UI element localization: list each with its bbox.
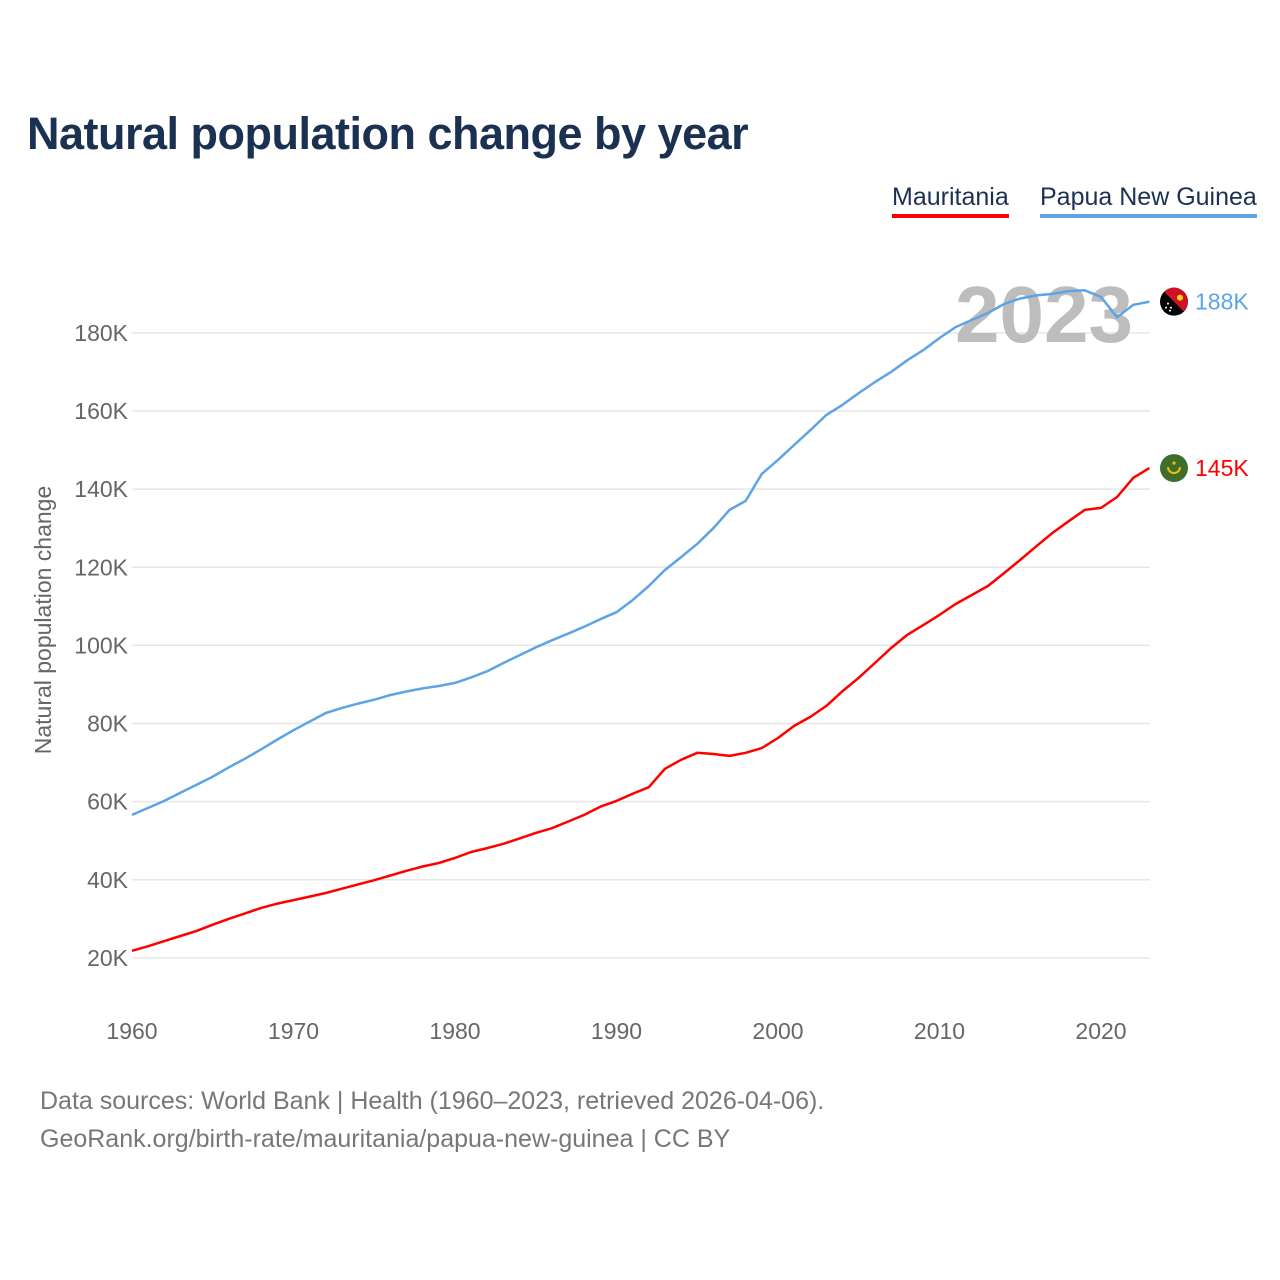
- x-tick-label: 1990: [591, 1018, 642, 1044]
- x-tick-label: 1960: [106, 1018, 157, 1044]
- x-tick-label: 2000: [752, 1018, 803, 1044]
- flag-star: [1169, 309, 1171, 312]
- y-tick-label: 120K: [74, 554, 128, 580]
- flag-star: [1167, 302, 1169, 305]
- flag-star: [1170, 306, 1172, 309]
- flag-star: [1165, 306, 1167, 309]
- chart-title: Natural population change by year: [27, 108, 749, 159]
- x-tick-label: 1980: [429, 1018, 480, 1044]
- series-line-papua-new-guinea: [131, 289, 1150, 817]
- flag-bird: [1177, 294, 1183, 301]
- y-tick-label: 160K: [74, 398, 128, 424]
- flag-crescent: [1167, 466, 1181, 475]
- x-tick-label: 2010: [914, 1018, 965, 1044]
- flag-red-half: [1164, 287, 1188, 312]
- x-tick-label: 2020: [1075, 1018, 1126, 1044]
- end-value-label: 145K: [1195, 455, 1249, 481]
- mauritania-flag-icon: [1160, 454, 1188, 483]
- flag-field: [1160, 454, 1188, 483]
- y-tick-label: 40K: [87, 867, 129, 893]
- y-tick-label: 180K: [74, 320, 128, 346]
- legend-item-mauritania[interactable]: Mauritania: [892, 183, 1009, 218]
- papua-new-guinea-flag-icon: [1160, 287, 1188, 316]
- flag-star: [1172, 461, 1176, 465]
- footer-link[interactable]: GeoRank.org/birth-rate/mauritania/papua-…: [40, 1125, 731, 1153]
- series-line-mauritania: [131, 467, 1151, 953]
- end-value-label: 188K: [1195, 289, 1249, 315]
- x-tick-label: 1970: [268, 1018, 319, 1044]
- y-tick-label: 20K: [87, 945, 129, 971]
- y-tick-label: 60K: [87, 789, 129, 815]
- y-axis-label: Natural population change: [30, 486, 56, 755]
- footer-sources: Data sources: World Bank | Health (1960–…: [40, 1087, 825, 1115]
- y-tick-label: 140K: [74, 476, 128, 502]
- legend-item-papua-new-guinea[interactable]: Papua New Guinea: [1040, 183, 1257, 218]
- y-tick-label: 100K: [74, 632, 128, 658]
- y-tick-label: 80K: [87, 711, 129, 737]
